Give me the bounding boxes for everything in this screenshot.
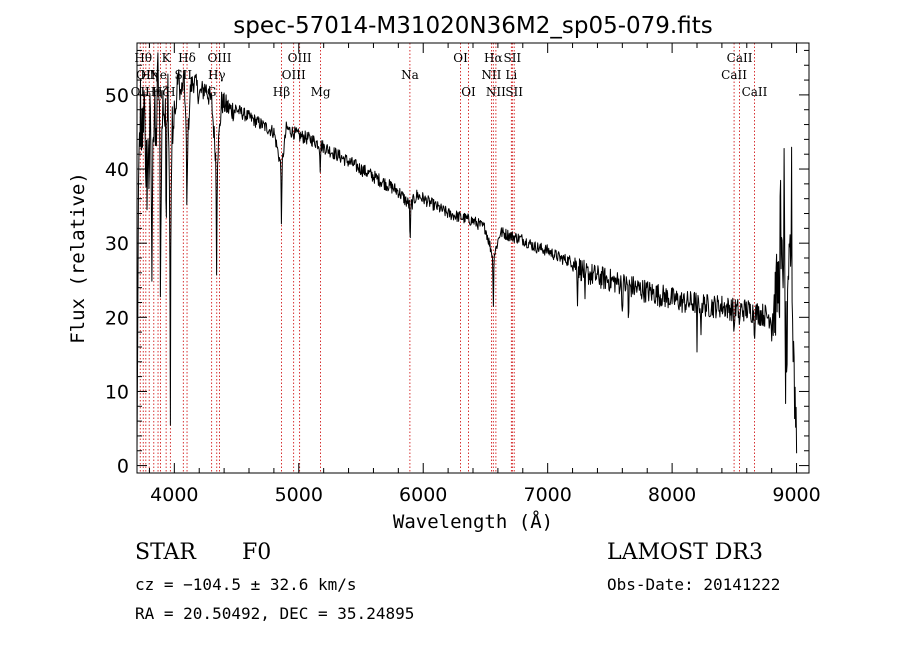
reference-line-label-1: Hθ (134, 51, 152, 65)
reference-line-label-25: SII (503, 51, 521, 65)
x-axis-ticks: 4000 5000 6000 7000 8000 9000 (148, 43, 821, 506)
reference-line-label-21: NII (481, 68, 501, 82)
reference-line-label-16: OIII (288, 51, 312, 65)
y-tick-label-1: 10 (105, 381, 129, 403)
reference-line-label-22: Hα (484, 51, 503, 65)
x-tick-label-1: 5000 (275, 484, 323, 506)
y-tick-label-4: 40 (105, 159, 129, 181)
reference-line-label-11: G (207, 85, 217, 99)
observation-date: Obs-Date: 20141222 (607, 575, 781, 594)
y-tick-label-5: 50 (105, 85, 129, 107)
y-axis-ticks: 0 10 20 30 40 50 (105, 49, 809, 478)
reference-line-label-8: H (165, 85, 175, 99)
reference-line-label-26: SII (505, 85, 523, 99)
reference-line-label-6: Hζ (152, 85, 169, 99)
redshift-velocity: cz = −104.5 ± 32.6 km/s (135, 575, 357, 594)
x-axis-label: Wavelength (Å) (393, 510, 553, 533)
flux-series-line (136, 52, 798, 454)
y-tick-label-2: 20 (105, 307, 129, 329)
x-tick-label-5: 9000 (772, 484, 820, 506)
object-subclass: F0 (242, 540, 272, 565)
reference-line-label-2: OII (136, 68, 156, 82)
reference-line-labels: OIIHθOIIHηHηNeHζKHSIIHδGHγOIIIHβOIIIOIII… (131, 51, 768, 99)
reference-line-label-15: OIII (282, 68, 306, 82)
reference-line-label-13: OIII (207, 51, 231, 65)
reference-line-label-7: K (162, 51, 172, 65)
reference-line-label-27: CaII (721, 68, 747, 82)
y-tick-label-0: 0 (117, 456, 129, 478)
x-tick-label-2: 6000 (399, 484, 447, 506)
survey-name: LAMOST DR3 (607, 540, 763, 565)
reference-line-label-20: OI (461, 85, 476, 99)
x-tick-label-4: 8000 (648, 484, 696, 506)
reference-line-label-17: Mg (311, 85, 331, 99)
reference-line-label-3: Hη (140, 68, 158, 82)
reference-line-label-10: Hδ (178, 51, 196, 65)
coordinates: RA = 20.50492, DEC = 35.24895 (135, 604, 415, 623)
object-class: STAR (135, 540, 196, 565)
reference-line-label-29: CaII (742, 85, 768, 99)
reference-line-label-14: Hβ (273, 85, 290, 99)
reference-line-label-23: NII (486, 85, 506, 99)
chart-title: spec-57014-M31020N36M2_sp05-079.fits (233, 13, 712, 39)
reference-line-label-12: Hγ (208, 68, 226, 82)
plot-frame (136, 42, 810, 474)
reference-line-label-28: CaII (727, 51, 753, 65)
x-tick-label-0: 4000 (150, 484, 198, 506)
x-tick-label-3: 7000 (523, 484, 571, 506)
reference-line-label-18: Na (401, 68, 419, 82)
y-tick-label-3: 30 (105, 233, 129, 255)
reference-line-label-19: OI (453, 51, 468, 65)
y-axis-label: Flux (relative) (67, 172, 89, 344)
reference-line-label-24: Li (505, 68, 517, 82)
